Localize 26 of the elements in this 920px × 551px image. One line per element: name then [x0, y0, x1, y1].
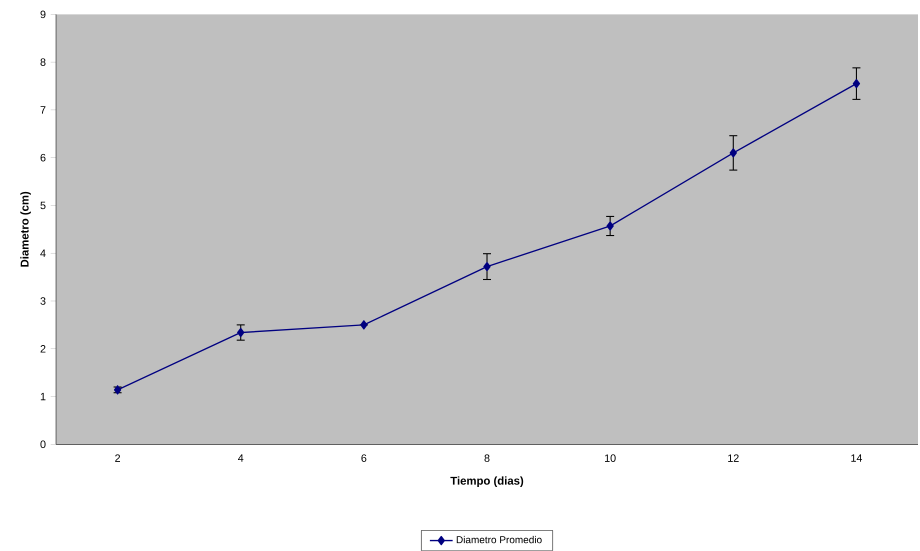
y-tick-label: 1: [40, 392, 46, 400]
y-tick-label: 2: [40, 345, 46, 353]
y-tick-label: 0: [40, 440, 46, 448]
legend-label: Diametro Promedio: [456, 536, 542, 544]
y-tick-label: 9: [40, 10, 46, 18]
y-tick-label: 3: [40, 297, 46, 305]
x-tick-label: 6: [361, 454, 366, 462]
x-tick-label: 2: [115, 454, 120, 462]
x-tick-label: 4: [238, 454, 244, 462]
point: [606, 221, 614, 231]
y-tick-label: 4: [40, 250, 46, 257]
y-tick-label: 6: [40, 154, 46, 162]
point: [483, 262, 491, 272]
point: [852, 79, 860, 88]
x-tick-label: 14: [851, 454, 862, 462]
y-tick-label: 5: [40, 202, 46, 210]
point: [730, 148, 737, 158]
x-tick-label: 10: [605, 454, 616, 462]
y-tick-label: 7: [40, 106, 46, 114]
point: [360, 320, 368, 330]
y-axis-title: Diametro (cm): [20, 192, 31, 267]
y-tick-label: 8: [40, 58, 46, 66]
x-axis-title: Tiempo (dias): [450, 476, 524, 488]
point: [237, 328, 244, 338]
x-tick-label: 8: [484, 454, 490, 462]
x-tick-label: 12: [728, 454, 739, 462]
